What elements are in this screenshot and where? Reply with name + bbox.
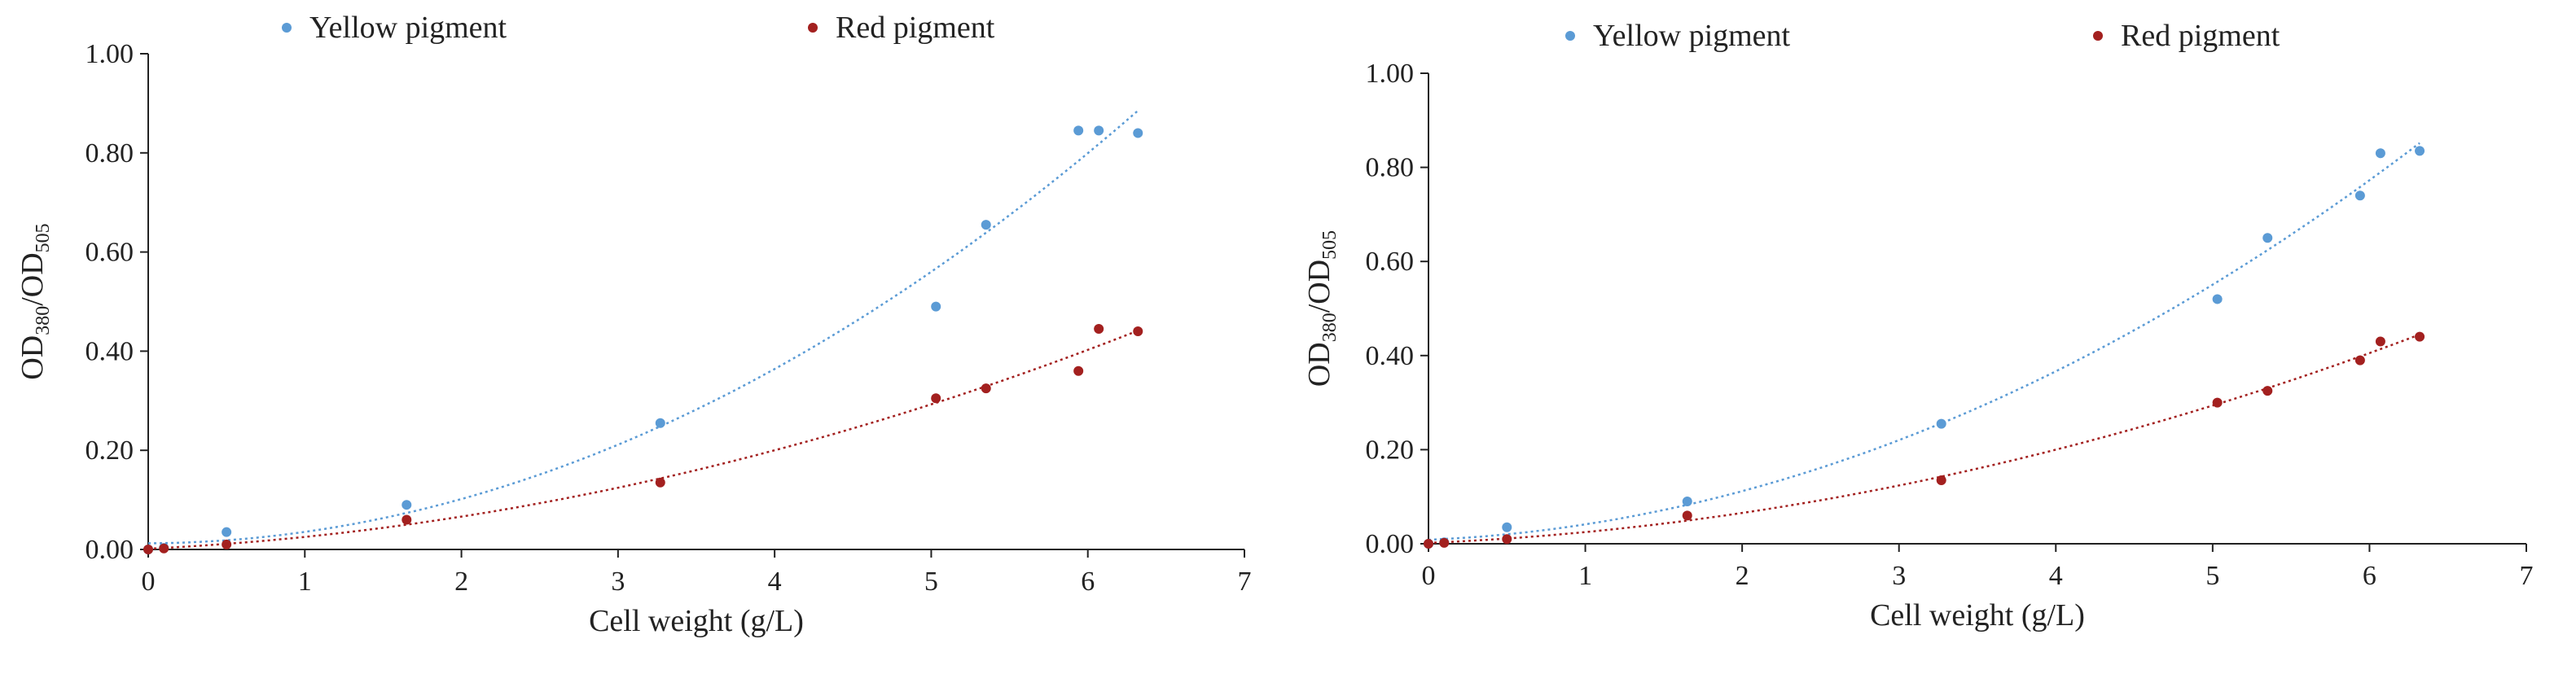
data-point [159,543,169,554]
data-point [1502,534,1512,545]
chart-right-svg: 0.00 0.20 0.40 0.60 0.80 1.00 0 1 2 3 4 5 6 7 Cell wei… [1302,19,2534,632]
legend-label: Red pigment [836,11,995,45]
data-point [222,527,232,537]
legend-label: Yellow pigment [1593,19,1791,53]
data-point [402,514,412,525]
data-point [2354,190,2365,201]
chart-left-svg: 0.00 0.20 0.40 0.60 0.80 1.00 0 1 2 3 4 5 6 7 Cell wei… [15,11,1252,638]
y-tick-label: 0.20 [86,435,134,466]
x-tick-label: 3 [611,567,625,597]
x-tick-label: 7 [2520,561,2534,591]
x-tick-label: 4 [768,567,782,597]
x-tick-label: 5 [2205,561,2219,591]
trendline-0 [148,110,1139,545]
data-point [2375,336,2385,347]
x-tick-label: 2 [454,567,468,597]
data-point [981,220,991,230]
data-point [1424,539,1433,549]
legend-label: Red pigment [2121,19,2280,53]
y-tick-label: 0.00 [86,535,134,565]
x-tick-label: 4 [2049,561,2063,591]
data-point [1936,475,1946,485]
y-tick-label: 0.80 [86,138,134,168]
x-tick-label: 0 [1422,561,1436,591]
chart-right: 0.00 0.20 0.40 0.60 0.80 1.00 0 1 2 3 4 5 6 7 Cell wei… [1287,0,2576,674]
data-point [402,500,412,510]
data-point [2375,148,2385,159]
trendline-0 [1428,142,2420,541]
data-point [1133,128,1143,138]
data-point [1133,326,1143,337]
legend-marker [282,23,292,33]
data-point [931,301,941,312]
y-tick-label: 1.00 [1366,59,1415,89]
trendline-1 [147,330,1139,550]
data-point [2212,294,2223,304]
x-axis-title: Cell weight (g/L) [1870,598,2085,632]
x-tick-label: 6 [2363,561,2376,591]
y-tick-label: 0.20 [1366,435,1415,465]
data-point [2262,386,2273,396]
x-tick-label: 5 [924,567,938,597]
y-tick-label: 0.40 [1366,341,1415,371]
data-point [1682,496,1692,506]
data-point [222,539,232,549]
y-tick-label: 0.80 [1366,153,1415,183]
y-tick-label: 0.00 [1366,529,1415,559]
series-1 [143,323,1143,554]
data-point [655,418,665,428]
data-point [2354,355,2365,365]
series-0 [1424,142,2425,549]
series-0 [143,110,1143,554]
x-tick-label: 1 [1578,561,1592,591]
data-point [655,477,665,488]
legend-marker [2093,31,2103,41]
y-tick-label: 1.00 [86,39,134,69]
y-tick-label: 0.60 [1366,247,1415,277]
data-point [1073,365,1084,376]
data-point [1936,418,1946,429]
data-point [1094,323,1104,334]
x-tick-label: 1 [298,567,312,597]
y-axis-title: OD380/OD505 [1302,230,1341,387]
data-point [2415,331,2425,342]
x-tick-label: 6 [1081,567,1095,597]
trendline-1 [1428,333,2420,545]
chart-left: 0.00 0.20 0.40 0.60 0.80 1.00 0 1 2 3 4 5 6 7 Cell wei… [0,0,1270,674]
data-point [2262,233,2273,243]
legend-marker [1565,31,1575,41]
data-point [1439,537,1450,548]
x-axis-title: Cell weight (g/L) [589,604,804,638]
data-point [2415,146,2425,156]
data-point [1094,125,1104,136]
data-point [143,545,153,554]
y-axis-title: OD380/OD505 [15,223,54,379]
x-tick-label: 3 [1892,561,1906,591]
series-1 [1424,331,2425,549]
data-point [931,393,941,404]
x-tick-label: 7 [1238,567,1252,597]
x-tick-label: 2 [1736,561,1749,591]
data-point [1073,125,1084,136]
x-tick-label: 0 [142,567,156,597]
data-point [981,383,991,394]
y-tick-label: 0.60 [86,238,134,268]
data-point [1682,510,1692,521]
legend-label: Yellow pigment [309,11,507,45]
y-tick-label: 0.40 [86,336,134,366]
data-point [2212,397,2223,408]
data-point [1502,522,1512,532]
legend-marker [808,23,818,33]
